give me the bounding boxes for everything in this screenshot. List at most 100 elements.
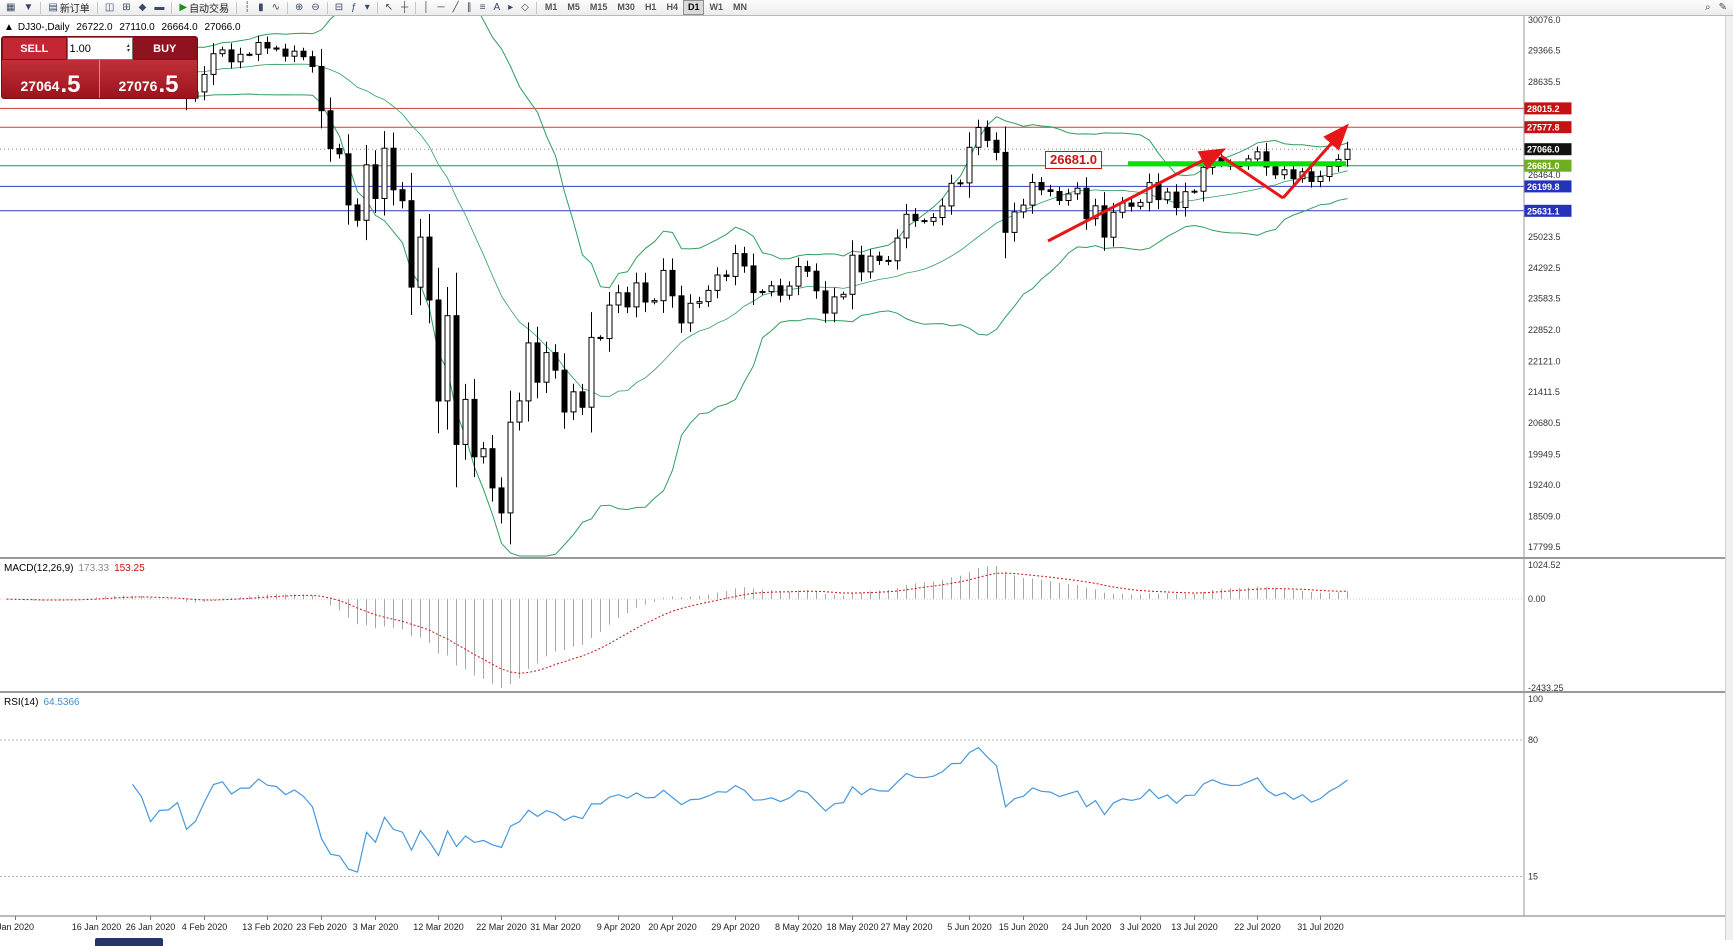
macd-histogram: [0, 566, 1524, 688]
trend-arrows[interactable]: [1047, 123, 1349, 243]
edit-icon[interactable]: ✎: [1718, 2, 1727, 13]
svg-text:22 Jul 2020: 22 Jul 2020: [1234, 922, 1281, 932]
macd-signal-line: [6, 572, 1348, 674]
timeframe-m15-button[interactable]: M15: [589, 2, 608, 12]
volume-input[interactable]: 1.00 ▴ ▾: [66, 37, 133, 60]
svg-text:12 Mar 2020: 12 Mar 2020: [413, 922, 464, 932]
timeframe-m5-button[interactable]: M5: [567, 2, 580, 12]
sell-button[interactable]: SELL: [2, 37, 67, 60]
indicators-icon[interactable]: ƒ: [351, 1, 357, 13]
macd-indicator-label: MACD(12,26,9) 173.33 153.25: [4, 563, 145, 574]
text-tool-icon[interactable]: A: [493, 1, 501, 13]
pane-separators[interactable]: [0, 16, 1733, 917]
svg-text:30076.0: 30076.0: [1528, 15, 1561, 25]
price-tags: 28015.2 27577.8 27066.0 26681.0 26199.8 25631…: [1524, 102, 1572, 217]
rsi-axis: 100 80 15: [1528, 694, 1543, 882]
new-chart-icon[interactable]: ▦: [6, 1, 16, 13]
line-chart-icon[interactable]: ∿: [271, 1, 280, 13]
svg-text:3 Jul 2020: 3 Jul 2020: [1120, 922, 1162, 932]
svg-text:23 Feb 2020: 23 Feb 2020: [296, 922, 347, 932]
search-icon[interactable]: ⌕: [1705, 2, 1711, 13]
svg-text:15: 15: [1528, 872, 1538, 882]
svg-text:0.00: 0.00: [1528, 594, 1546, 604]
svg-text:28015.2: 28015.2: [1527, 104, 1560, 114]
panel-collapse-icon[interactable]: ▲: [4, 22, 14, 33]
zoom-out-icon[interactable]: ⊖: [311, 1, 320, 13]
svg-text:28635.5: 28635.5: [1528, 77, 1561, 87]
timeframe-h1-button[interactable]: H1: [644, 2, 657, 12]
templates-icon[interactable]: ▾: [364, 1, 370, 13]
vertical-line-icon[interactable]: │: [423, 1, 430, 13]
one-click-trade-panel: SELL 1.00 ▴ ▾ BUY 27064.5 27076.5: [1, 36, 198, 99]
svg-text:22 Mar 2020: 22 Mar 2020: [476, 922, 527, 932]
timeframe-m1-button[interactable]: M1: [544, 2, 558, 12]
svg-text:19240.0: 19240.0: [1528, 480, 1561, 490]
svg-text:1024.52: 1024.52: [1528, 560, 1561, 570]
buy-button[interactable]: BUY: [132, 37, 197, 60]
zoom-in-icon[interactable]: ⊕: [295, 1, 304, 13]
data-window-icon[interactable]: ⊞: [122, 1, 131, 13]
timeframe-m30-button[interactable]: M30: [617, 2, 635, 12]
macd-axis: 1024.52 0.00 -2433.25: [1528, 560, 1564, 693]
horizontal-line-icon[interactable]: ─: [437, 1, 445, 13]
rsi-indicator-label: RSI(14) 64.5366: [4, 697, 80, 708]
profiles-icon[interactable]: ▼: [23, 1, 34, 13]
ohlc-close: 27066.0: [204, 22, 241, 33]
ohlc-low: 26664.0: [161, 22, 198, 33]
navigator-icon[interactable]: ◆: [138, 1, 147, 13]
svg-text:-2433.25: -2433.25: [1528, 683, 1564, 693]
svg-text:26464.0: 26464.0: [1528, 170, 1561, 180]
rsi-levels: [0, 739, 1524, 877]
svg-text:100: 100: [1528, 694, 1543, 704]
new-order-button[interactable]: ▤ 新订单: [48, 1, 90, 16]
bar-chart-icon[interactable]: ┆: [244, 1, 251, 13]
taskbar-fragment: [95, 938, 163, 946]
drawn-price-label[interactable]: 26681.0: [1045, 151, 1102, 169]
timeframe-w1-button[interactable]: W1: [709, 2, 723, 12]
svg-text:31 Mar 2020: 31 Mar 2020: [530, 922, 581, 932]
channel-icon[interactable]: ∥: [466, 1, 472, 13]
svg-text:29 Apr 2020: 29 Apr 2020: [711, 922, 760, 932]
shapes-icon[interactable]: ◇: [521, 1, 529, 13]
svg-text:18 May 2020: 18 May 2020: [826, 922, 878, 932]
timeframe-mn-button[interactable]: MN: [732, 2, 747, 12]
buy-price[interactable]: 27076.5: [99, 60, 197, 98]
svg-text:24 Jun 2020: 24 Jun 2020: [1062, 922, 1112, 932]
terminal-icon[interactable]: ▬: [154, 1, 165, 13]
svg-text:Jan 2020: Jan 2020: [0, 922, 34, 932]
trendline-icon[interactable]: ╱: [452, 1, 459, 13]
svg-text:20 Apr 2020: 20 Apr 2020: [648, 922, 697, 932]
svg-text:9 Apr 2020: 9 Apr 2020: [597, 922, 641, 932]
volume-spinner[interactable]: ▴ ▾: [126, 42, 130, 54]
svg-text:5 Jun 2020: 5 Jun 2020: [947, 922, 992, 932]
spinner-up-icon[interactable]: ▴: [126, 42, 130, 49]
arrow-tool-icon[interactable]: ▸: [508, 1, 514, 13]
svg-text:29366.5: 29366.5: [1528, 46, 1561, 56]
vertical-scrollbar[interactable]: [1725, 16, 1733, 940]
chart-header: ▲ DJ30-,Daily 26722.0 27110.0 26664.0 270…: [4, 22, 245, 33]
svg-text:3 Mar 2020: 3 Mar 2020: [353, 922, 399, 932]
svg-text:22121.0: 22121.0: [1528, 356, 1561, 366]
price-axis: 30076.0 29366.5 28635.5 26464.0 25023.5 24292…: [1528, 15, 1561, 552]
svg-text:24292.5: 24292.5: [1528, 263, 1561, 273]
sell-price[interactable]: 27064.5: [20, 71, 81, 98]
timeframe-h4-button[interactable]: H4: [666, 2, 678, 12]
svg-text:26199.8: 26199.8: [1527, 182, 1560, 192]
cursor-icon[interactable]: ↖: [384, 1, 394, 13]
svg-text:26681.0: 26681.0: [1527, 161, 1560, 171]
crosshair-icon[interactable]: ┼: [401, 1, 409, 13]
spinner-down-icon[interactable]: ▾: [126, 47, 130, 54]
candle-chart-icon[interactable]: ▮: [258, 1, 264, 13]
market-watch-icon[interactable]: ◫: [104, 1, 115, 13]
svg-text:16 Jan 2020: 16 Jan 2020: [72, 922, 122, 932]
volume-value[interactable]: 1.00: [69, 42, 91, 55]
timeframe-d1-button[interactable]: D1: [682, 0, 705, 15]
fibonacci-icon[interactable]: ≡: [479, 1, 486, 13]
horizontal-lines[interactable]: [0, 107, 1524, 212]
svg-text:80: 80: [1528, 735, 1538, 745]
ohlc-open: 26722.0: [76, 22, 113, 33]
tile-windows-icon[interactable]: ⊟: [334, 1, 344, 13]
autotrading-button[interactable]: ▶ 自动交易: [179, 1, 230, 16]
svg-text:25631.1: 25631.1: [1527, 206, 1560, 216]
